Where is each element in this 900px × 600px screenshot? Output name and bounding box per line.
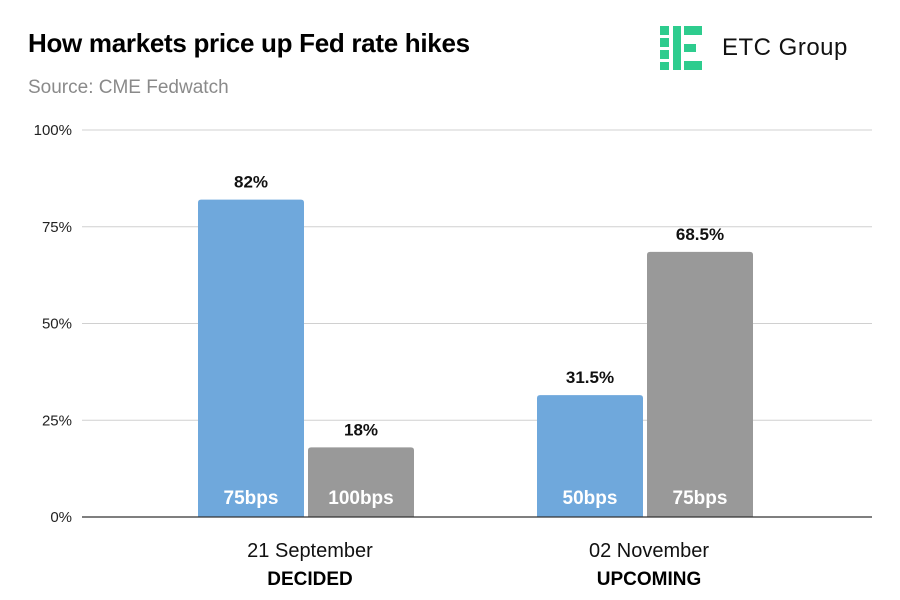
chart-source: Source: CME Fedwatch (28, 77, 229, 98)
y-tick-label: 75% (42, 219, 72, 236)
etc-group-logo-icon (660, 26, 702, 70)
y-tick-label: 0% (50, 509, 72, 526)
bar (537, 395, 643, 517)
logo-block-2 (660, 50, 669, 59)
x-category-label: 02 November (589, 540, 709, 562)
logo-block-7 (684, 61, 702, 70)
x-category-sublabel: UPCOMING (597, 569, 702, 590)
bar-value-label: 18% (344, 420, 378, 439)
chart-title: How markets price up Fed rate hikes (28, 28, 470, 58)
bar (647, 251, 753, 517)
y-tick-label: 50% (42, 316, 72, 333)
logo-block-4 (673, 26, 681, 70)
logo-block-5 (684, 26, 702, 35)
logo-text: ETC Group (722, 34, 848, 61)
bar-value-label: 31.5% (566, 368, 614, 387)
bar (198, 199, 304, 517)
bar-series-label: 75bps (673, 488, 728, 509)
bar-series-label: 100bps (328, 488, 393, 509)
etc-group-logo: ETC Group (660, 24, 880, 72)
logo-block-6 (684, 44, 696, 52)
bar-value-label: 82% (234, 173, 268, 192)
y-tick-label: 25% (42, 412, 72, 429)
bar (308, 447, 414, 517)
x-category-sublabel: DECIDED (267, 569, 353, 590)
logo-block-0 (660, 26, 669, 35)
bar-series-label: 75bps (224, 488, 279, 509)
logo-block-3 (660, 62, 669, 70)
bar-series-label: 50bps (563, 488, 618, 509)
y-tick-label: 100% (34, 122, 72, 139)
logo-block-1 (660, 38, 669, 47)
chart-header: How markets price up Fed rate hikes Sour… (28, 28, 470, 99)
x-category-label: 21 September (247, 540, 373, 562)
bar-value-label: 68.5% (676, 225, 724, 244)
